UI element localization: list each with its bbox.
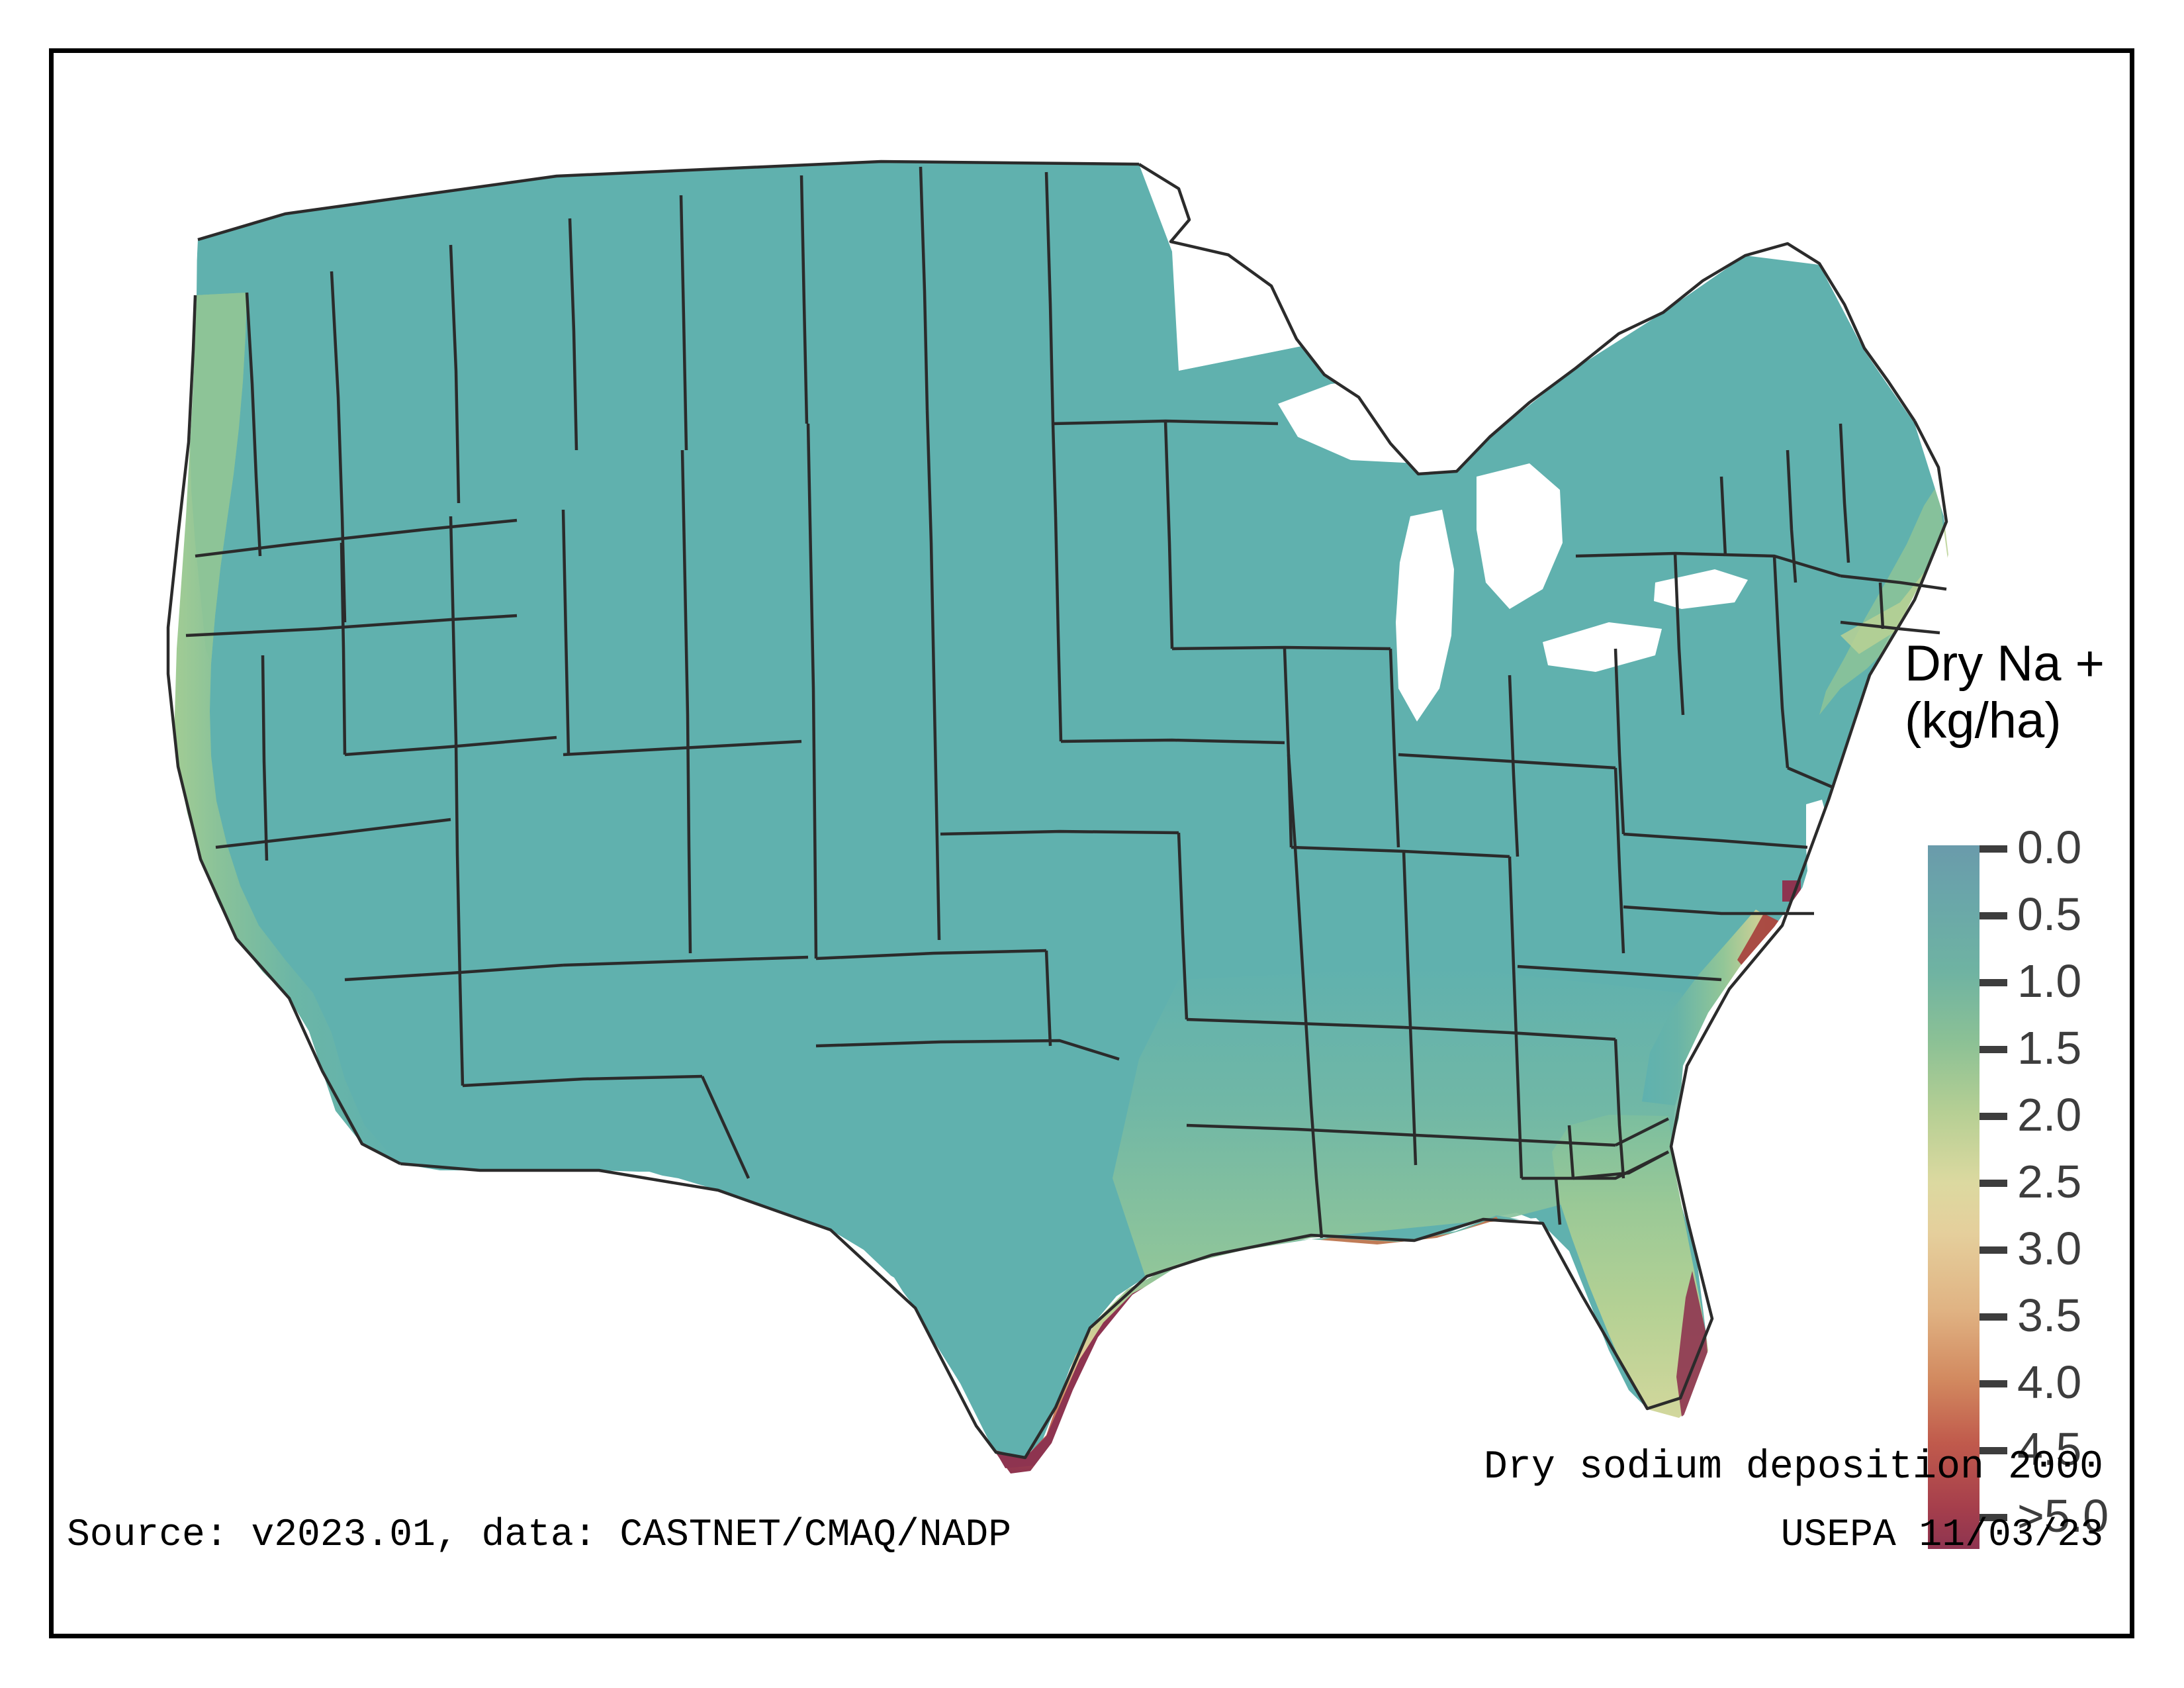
colorbar-tick-label: 2.5 — [2017, 1156, 2082, 1207]
source-note: Source: v2023.01, data: CASTNET/CMAQ/NAD… — [67, 1514, 1012, 1557]
colorbar-tick-label: 1.5 — [2017, 1022, 2082, 1074]
colorbar-tick-mark — [1979, 845, 2007, 853]
colorbar-tick-label: 3.0 — [2017, 1223, 2082, 1274]
legend-title-line1: Dry Na + — [1905, 635, 2105, 692]
figure-frame: Dry Na + (kg/ha) 0.0 0.5 1.0 1.5 2.0 2.5… — [49, 48, 2134, 1638]
lake-michigan — [1396, 510, 1454, 722]
non-data-mask — [54, 53, 2130, 1634]
colorbar-tick-label: 4.0 — [2017, 1356, 2082, 1408]
colorbar-tick-mark — [1979, 1046, 2007, 1053]
colorbar-tick-label: 1.0 — [2017, 955, 2082, 1007]
us-deposition-map — [54, 53, 2130, 1634]
colorbar-tick-mark — [1979, 912, 2007, 919]
colorbar-tick-mark — [1979, 1246, 2007, 1254]
colorbar-gradient — [1928, 845, 1979, 1549]
lake-erie — [1543, 622, 1662, 672]
pnw-coast — [190, 293, 247, 663]
colorbar-tick-mark — [1979, 1447, 2007, 1454]
colorbar-tick-mark — [1979, 1514, 2007, 1521]
colorbar-tick-mark — [1979, 1113, 2007, 1120]
colorbar-tick-label: >5.0 — [2017, 1490, 2109, 1542]
map-canvas — [54, 53, 2130, 1634]
southeast-band — [1113, 966, 1688, 1278]
colorbar-tick-mark — [1979, 979, 2007, 986]
colorbar-tick-label: 2.0 — [2017, 1089, 2082, 1141]
chesapeake-bay — [1806, 800, 1831, 907]
legend-title-line2: (kg/ha) — [1905, 692, 2062, 749]
colorbar-legend: Dry Na + (kg/ha) 0.0 0.5 1.0 1.5 2.0 2.5… — [1877, 635, 2128, 1575]
florida-fill — [1552, 1115, 1709, 1418]
boundary-lines — [166, 160, 1948, 1460]
colorbar-tick-label: 0.0 — [2017, 821, 2082, 873]
colorbar-tick-label: 3.5 — [2017, 1289, 2082, 1341]
colorbar-tick-mark — [1979, 1313, 2007, 1321]
colorbar-tick-label: 4.5 — [2017, 1423, 2082, 1475]
lake-superior — [1278, 377, 1496, 463]
colorbar-tick-label: 0.5 — [2017, 888, 2082, 940]
lake-huron — [1477, 463, 1563, 609]
agency-credit: USEPA 11/03/23 — [1780, 1514, 2103, 1557]
colorbar-tick-mark — [1979, 1380, 2007, 1387]
figure-caption: Dry sodium deposition 2000 — [1483, 1445, 2103, 1490]
colorbar-tick-mark — [1979, 1180, 2007, 1187]
